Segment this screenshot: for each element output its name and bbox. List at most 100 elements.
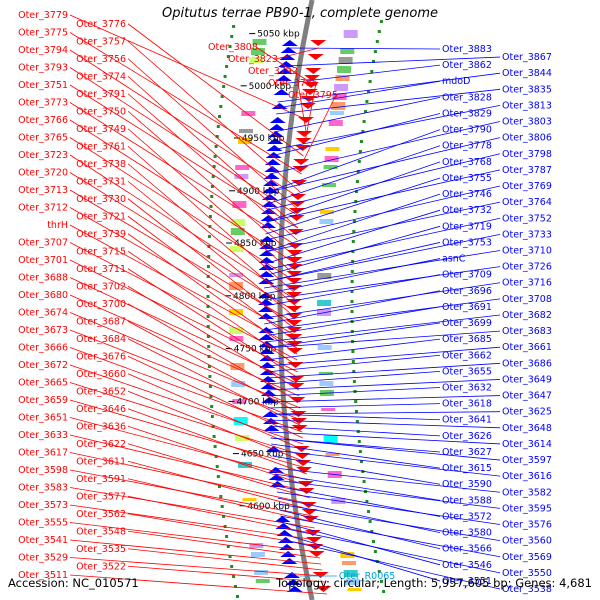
forward-gene-arrow bbox=[288, 383, 305, 389]
gene-leader-line bbox=[304, 82, 317, 145]
cog-block bbox=[231, 219, 246, 226]
reverse-gene-arrow bbox=[279, 54, 296, 60]
gc-dot bbox=[215, 135, 219, 138]
gene-leader-line bbox=[281, 521, 441, 566]
gene-label: Oter_3625 bbox=[502, 407, 552, 418]
reverse-gene-arrow bbox=[275, 75, 292, 81]
gc-dot bbox=[375, 40, 379, 43]
gene-leader-line bbox=[69, 312, 301, 409]
gene-leader-line bbox=[69, 172, 297, 313]
reverse-gene-arrow bbox=[258, 348, 275, 354]
gc-dot bbox=[377, 570, 381, 573]
gene-leader-line bbox=[280, 515, 501, 558]
gc-dot bbox=[230, 35, 234, 38]
gene-label: Oter_3749 bbox=[76, 124, 126, 135]
forward-gene-arrow bbox=[295, 138, 312, 144]
rna-gene-label: Oter_R0065 bbox=[339, 571, 395, 582]
gene-label: Oter_3598 bbox=[18, 465, 68, 476]
cog-block bbox=[319, 219, 334, 224]
cog-block bbox=[242, 498, 257, 501]
forward-gene-arrow bbox=[287, 229, 304, 235]
forward-gene-arrow bbox=[286, 257, 303, 263]
gene-label: Oter_3691 bbox=[442, 302, 492, 313]
gc-dot bbox=[206, 305, 210, 308]
gene-leader-line bbox=[265, 338, 441, 361]
forward-gene-arrow bbox=[286, 306, 302, 312]
gene-label: Oter_3738 bbox=[76, 159, 126, 170]
gc-dot bbox=[206, 265, 210, 268]
reverse-gene-arrow bbox=[262, 187, 279, 193]
gene-label: Oter_3573 bbox=[18, 500, 68, 511]
gene-leader-line bbox=[69, 399, 307, 469]
gene-leader-line bbox=[69, 84, 299, 229]
gc-dot bbox=[355, 420, 359, 423]
gene-leader-line bbox=[69, 14, 308, 121]
gene-label: Oter_3778 bbox=[442, 141, 492, 152]
gc-dot bbox=[212, 435, 216, 438]
gc-dot bbox=[372, 60, 375, 63]
gene-leader-line bbox=[127, 180, 297, 319]
gene-leader-line bbox=[263, 274, 441, 307]
gc-dot bbox=[350, 280, 354, 283]
gene-leader-line bbox=[69, 32, 302, 175]
gene-label: Oter_3680 bbox=[18, 290, 68, 301]
cog-block bbox=[332, 93, 347, 100]
gc-dot bbox=[351, 360, 355, 363]
gc-dot bbox=[223, 525, 227, 528]
gc-dot bbox=[355, 180, 359, 183]
gene-label: Oter_3752 bbox=[502, 213, 552, 224]
gene-label: Oter_3726 bbox=[502, 262, 552, 273]
gene-label: Oter_3687 bbox=[76, 316, 126, 327]
gene-label: Oter_3696 bbox=[442, 286, 492, 297]
forward-gene-arrow bbox=[300, 502, 317, 508]
reverse-gene-arrow bbox=[264, 159, 281, 165]
forward-gene-arrow bbox=[305, 68, 322, 74]
gene-leader-line bbox=[127, 478, 314, 523]
gene-label: Oter_3627 bbox=[442, 447, 492, 458]
gene-label: Oter_3723 bbox=[18, 150, 68, 161]
gc-dot bbox=[367, 90, 370, 93]
gene-leader-line bbox=[276, 491, 501, 525]
gene-label: Oter_3808 bbox=[208, 42, 258, 53]
gene-leader-line bbox=[69, 382, 305, 457]
cog-block bbox=[241, 111, 256, 116]
forward-gene-arrow bbox=[286, 264, 303, 270]
gene-leader-line bbox=[264, 217, 501, 271]
reverse-gene-arrow bbox=[258, 334, 275, 340]
gene-label: Oter_3616 bbox=[502, 471, 552, 482]
gc-dot bbox=[354, 200, 358, 203]
gene-leader-line bbox=[263, 266, 501, 301]
reverse-gene-arrow bbox=[268, 124, 285, 130]
gc-dot bbox=[232, 575, 236, 578]
gene-label: Oter_3562 bbox=[76, 509, 126, 520]
gene-label: Oter_3731 bbox=[76, 176, 126, 187]
reverse-gene-arrow bbox=[258, 306, 274, 312]
summary-text: Topology: circular; Length: 5,957,605 bp… bbox=[276, 576, 592, 590]
gene-leader-line bbox=[283, 56, 501, 67]
forward-gene-arrow bbox=[312, 572, 329, 578]
gc-dot bbox=[352, 230, 356, 233]
gene-label: Oter_3774 bbox=[76, 71, 126, 82]
cog-block bbox=[340, 552, 355, 558]
forward-gene-arrow bbox=[288, 215, 305, 221]
gene-label: Oter_3806 bbox=[502, 133, 552, 144]
gene-label: Oter_3590 bbox=[442, 479, 492, 490]
scale-tick-label: 4650 kbp bbox=[241, 450, 284, 460]
gene-leader-line bbox=[264, 209, 441, 265]
gene-leader-line bbox=[275, 479, 501, 509]
gene-leader-line bbox=[268, 413, 441, 421]
cog-block bbox=[324, 156, 339, 162]
gene-leader-line bbox=[127, 373, 305, 451]
gc-dot bbox=[358, 450, 362, 453]
gene-leader-line bbox=[127, 565, 325, 583]
gene-leader-line bbox=[69, 119, 297, 265]
gene-label: Oter_3828 bbox=[442, 92, 492, 103]
gene-label: Oter_3776 bbox=[76, 19, 126, 30]
forward-gene-arrow bbox=[301, 89, 318, 95]
gc-dot bbox=[362, 120, 366, 123]
cog-block bbox=[338, 57, 353, 64]
gene-leader-line bbox=[279, 509, 441, 550]
gene-label: mdoD bbox=[442, 76, 470, 87]
gene-leader-line bbox=[266, 153, 501, 211]
cog-block bbox=[252, 39, 267, 45]
